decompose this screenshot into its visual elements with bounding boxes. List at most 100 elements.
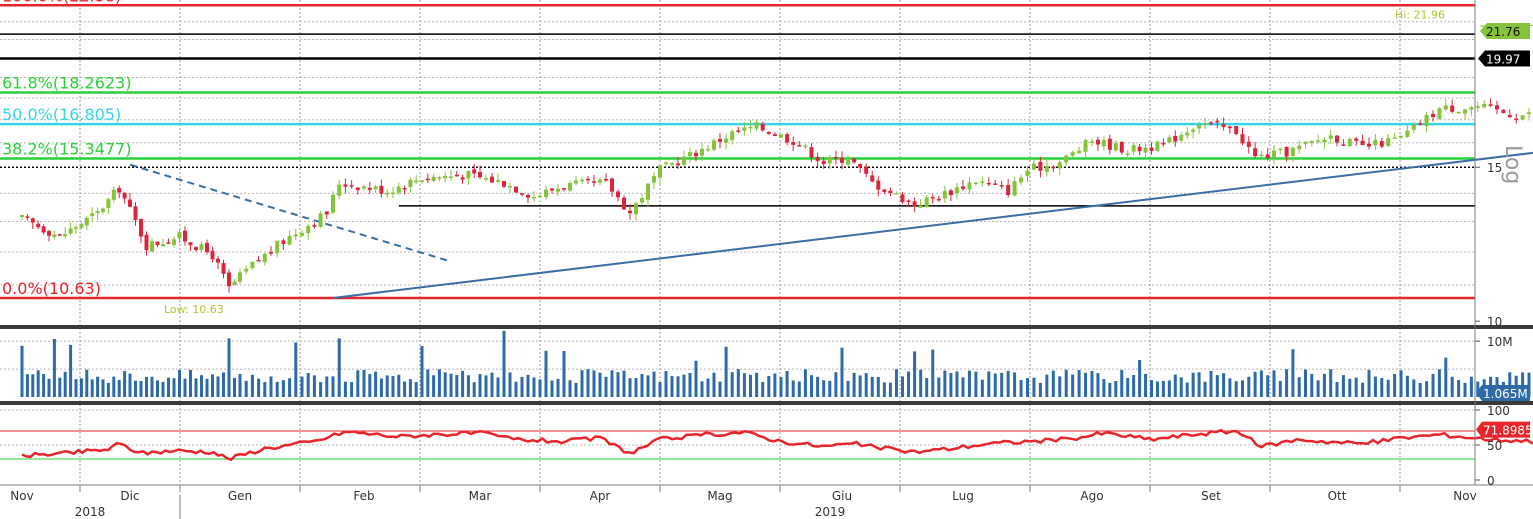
candle-body-66	[396, 186, 401, 193]
volume-bar-13	[90, 379, 94, 397]
candle-body-2	[30, 218, 35, 223]
volume-bar-203	[1228, 378, 1232, 397]
candle-body-227	[1379, 141, 1384, 147]
candle-body-128	[766, 131, 771, 134]
volume-bar-198	[1197, 372, 1201, 397]
vol-tick-0: 10M	[1487, 335, 1513, 349]
candle-body-21	[133, 206, 138, 221]
volume-bar-143	[858, 375, 862, 397]
candle-body-107	[640, 198, 644, 203]
volume-bar-207	[1253, 371, 1257, 397]
volume-bar-200	[1209, 370, 1213, 397]
volume-bar-196	[1185, 382, 1189, 397]
candle-body-234	[1424, 114, 1429, 126]
rsi-line	[21, 428, 1533, 462]
candle-body-194	[1173, 135, 1178, 142]
candle-body-173	[1044, 165, 1049, 172]
candle-body-94	[562, 188, 566, 190]
volume-bar-125	[749, 374, 752, 397]
last-price-tag-bg	[1480, 23, 1530, 39]
volume-bar-90	[538, 379, 542, 397]
candle-body-63	[379, 185, 384, 194]
candle-body-41	[244, 268, 249, 272]
candle-body-202	[1221, 124, 1226, 127]
volume-bar-88	[526, 374, 530, 397]
candle-body-138	[827, 157, 832, 164]
month-label-7: Giu	[832, 489, 852, 503]
price-tick-1: 15	[1487, 161, 1502, 175]
candle-body-24	[150, 241, 154, 252]
volume-bar-121	[724, 346, 728, 397]
fib-labels: 100.0%(22.98) 61.8%(18.2623) 50.0%(16.805)…	[2, 0, 1445, 316]
candle-body-26	[161, 244, 165, 247]
candle-body-134	[803, 145, 808, 148]
volume-bar-41	[244, 380, 248, 397]
candle-body-75	[449, 176, 453, 178]
volume-bar-163	[980, 379, 984, 397]
volume-bar-97	[580, 370, 584, 397]
volume-bar-150	[901, 376, 904, 397]
candle-body-71	[425, 178, 430, 181]
volume-bar-24	[150, 376, 154, 397]
candle-body-235	[1431, 113, 1435, 118]
candle-body-143	[858, 163, 863, 168]
month-label-5: Apr	[590, 489, 611, 503]
candle-body-17	[111, 189, 116, 200]
volume-bar-113	[676, 376, 680, 397]
candle-body-126	[754, 122, 759, 129]
candle-body-53	[318, 213, 323, 227]
candle-body-183	[1107, 138, 1112, 150]
month-label-0: Nov	[10, 489, 33, 503]
candle-body-115	[688, 152, 692, 157]
volume-bar-69	[414, 381, 418, 397]
candle-body-230	[1399, 135, 1403, 138]
volume-bar-175	[1058, 376, 1062, 397]
volume-bar-25	[156, 380, 159, 397]
volume-bar-158	[949, 373, 953, 397]
candle-body-90	[538, 195, 542, 198]
volume-bar-124	[742, 373, 746, 397]
volume-bar-112	[670, 376, 674, 397]
volume-bar-4	[42, 374, 46, 397]
volume-bar-9	[69, 344, 73, 397]
volume-bar-114	[682, 374, 686, 397]
candle-body-200	[1209, 122, 1213, 124]
volume-bar-93	[556, 378, 560, 397]
volume-bar-119	[712, 372, 716, 397]
candle-body-57	[343, 184, 348, 187]
volume-bar-185	[1120, 369, 1124, 397]
candle-body-195	[1179, 134, 1184, 141]
volume-bar-149	[894, 369, 898, 397]
volume-bar-56	[337, 338, 341, 397]
volume-bar-170	[1026, 378, 1029, 397]
panel-dividers	[0, 0, 1533, 486]
candle-body-11	[79, 223, 84, 228]
candle-body-18	[117, 188, 122, 193]
volume-bar-100	[598, 372, 602, 397]
candle-body-156	[936, 198, 941, 201]
volume-bar-73	[437, 369, 441, 397]
candle-body-14	[95, 211, 100, 213]
volume-bar-28	[172, 378, 176, 397]
candle-body-163	[980, 181, 985, 183]
candle-body-228	[1386, 138, 1391, 146]
candle-body-33	[199, 244, 204, 250]
volume-bar-152	[913, 351, 917, 397]
scale-label: Log	[1500, 145, 1525, 184]
volume-bar-216	[1310, 373, 1314, 397]
volume-bar-154	[925, 378, 929, 397]
volume-bar-96	[574, 382, 578, 397]
candle-body-167	[1006, 184, 1011, 196]
candle-body-164	[986, 182, 991, 185]
candle-body-124	[742, 127, 747, 131]
candle-body-207	[1253, 148, 1258, 157]
candle-body-224	[1360, 140, 1365, 146]
candle-body-245	[1495, 105, 1499, 110]
candle-body-76	[454, 174, 459, 177]
candle-body-25	[155, 241, 160, 246]
volume-bar-91	[544, 350, 548, 397]
volume-bar-74	[443, 372, 447, 397]
candle-body-6	[52, 234, 57, 237]
volume-bar-108	[646, 375, 650, 397]
